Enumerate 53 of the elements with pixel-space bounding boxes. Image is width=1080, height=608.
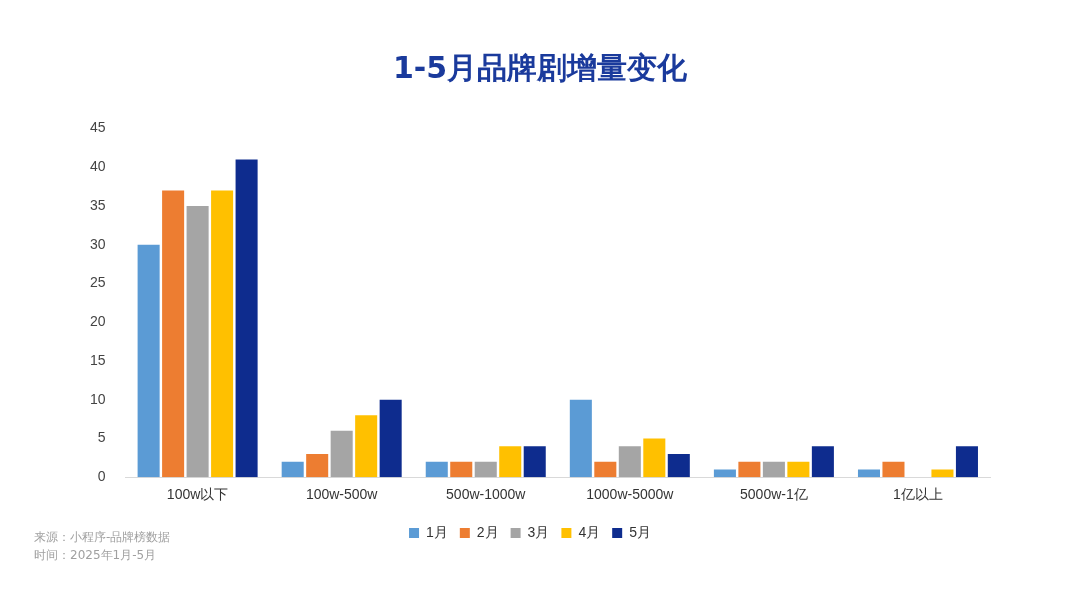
y-tick-label: 20	[89, 313, 106, 330]
x-tick-label: 5000w-1亿	[740, 486, 808, 503]
y-tick-label: 0	[97, 468, 106, 485]
bar	[330, 430, 353, 478]
bar	[355, 415, 378, 478]
source-note: 来源：小程序-品牌榜数据	[34, 529, 171, 546]
bar	[882, 461, 905, 478]
x-tick-label: 1亿以上	[893, 486, 943, 503]
bar	[643, 438, 666, 478]
bar	[594, 461, 617, 478]
y-tick-label: 5	[97, 429, 106, 446]
y-tick-label: 15	[89, 351, 106, 368]
legend-label: 3月	[527, 523, 550, 540]
bar	[162, 190, 185, 478]
bar	[450, 461, 473, 478]
bar	[306, 453, 329, 478]
bar	[787, 461, 810, 478]
bar	[379, 399, 402, 478]
bar	[955, 446, 978, 478]
bar	[857, 469, 880, 478]
x-tick-label: 100w以下	[166, 486, 229, 503]
bar	[474, 461, 497, 478]
y-tick-label: 10	[89, 390, 106, 407]
x-tick-label: 100w-500w	[305, 486, 379, 503]
legend-label: 5月	[629, 523, 651, 540]
x-tick-label: 500w-1000w	[446, 486, 527, 503]
bar	[931, 469, 954, 478]
chart-title: 1-5月品牌剧增量变化	[391, 49, 689, 87]
text: 时间：2025年1月-5月	[34, 547, 158, 564]
bar	[811, 446, 834, 478]
bar	[186, 205, 209, 478]
bar	[738, 461, 761, 478]
y-tick-label: 40	[89, 158, 106, 175]
x-tick-label: 1000w-5000w	[586, 486, 675, 503]
legend-label: 4月	[578, 523, 601, 540]
y-tick-label: 45	[89, 119, 106, 136]
bar	[499, 446, 522, 478]
bar	[762, 461, 785, 478]
y-tick-label: 25	[89, 274, 106, 291]
bar	[137, 244, 160, 478]
y-tick-label: 35	[89, 196, 106, 213]
bar	[235, 159, 258, 478]
y-tick-label: 30	[89, 235, 106, 252]
bar	[618, 446, 641, 478]
bar	[211, 190, 234, 478]
legend-label: 2月	[476, 523, 499, 540]
legend-label: 1月	[426, 523, 448, 540]
bar	[569, 399, 592, 478]
bar	[523, 446, 546, 478]
bar	[281, 461, 304, 478]
bar	[667, 453, 690, 478]
bar	[425, 461, 448, 478]
bar	[713, 469, 736, 478]
